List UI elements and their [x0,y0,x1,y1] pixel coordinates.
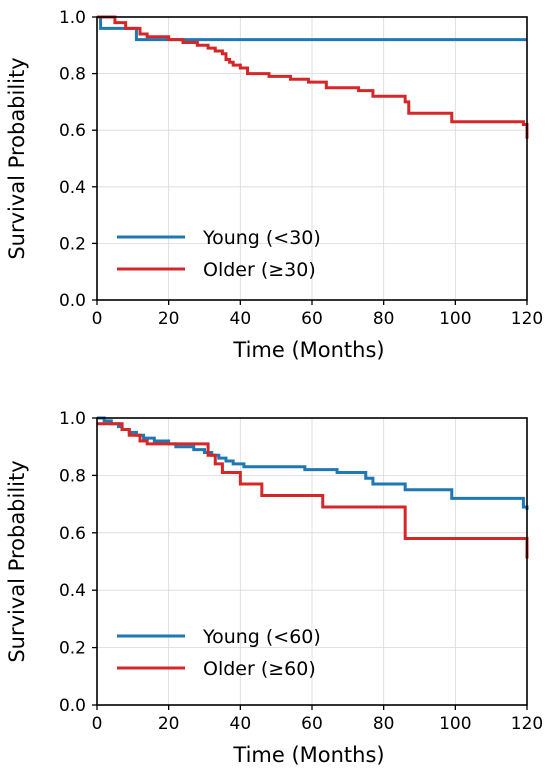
x-tick-label: 40 [230,309,252,329]
y-tick-label: 0.2 [59,639,86,659]
y-axis-label: Survival Probability [5,57,29,259]
y-tick-label: 0.4 [59,581,86,601]
y-tick-label: 0.0 [59,291,86,311]
legend-label: Older (≥60) [203,658,316,680]
y-tick-label: 0.8 [59,466,86,486]
x-tick-label: 20 [158,714,180,734]
series-line-older [97,422,529,559]
y-tick-label: 0.6 [59,121,86,141]
legend-label: Young (<60) [202,626,321,648]
y-tick-label: 0.4 [59,178,86,198]
x-tick-label: 120 [511,309,543,329]
x-tick-label: 100 [439,714,471,734]
legend-label: Young (<30) [202,227,321,249]
x-tick-label: 0 [92,309,103,329]
series-line-older [97,15,529,139]
chart-top: 0 20 40 60 80 100 120 0.0 0.2 0.4 0.6 0.8 1.0 Time (M… [5,8,543,362]
x-tick-label: 80 [373,714,395,734]
x-tick-label: 40 [230,714,252,734]
x-tick-label: 0 [92,714,103,734]
y-tick-label: 0.8 [59,65,86,85]
legend: Young (<60) Older (≥60) [117,626,321,680]
chart-bottom: 0 20 40 60 80 100 120 0.0 0.2 0.4 0.6 0.8 1.0 Time (M… [5,409,543,767]
x-tick-label: 80 [373,309,395,329]
x-axis-label: Time (Months) [232,743,384,767]
x-tick-label: 120 [511,714,543,734]
legend: Young (<30) Older (≥30) [117,227,321,281]
x-tick-label: 100 [439,309,471,329]
x-tick-label: 60 [301,714,323,734]
y-tick-label: 1.0 [59,8,86,28]
grid [96,16,528,301]
x-tick-label: 60 [301,309,323,329]
y-tick-label: 0.2 [59,234,86,254]
y-axis-label: Survival Probability [5,460,29,662]
x-tick-label: 20 [158,309,180,329]
legend-label: Older (≥30) [203,259,316,281]
y-tick-label: 0.6 [59,524,86,544]
x-axis-label: Time (Months) [232,338,384,362]
y-tick-label: 1.0 [59,409,86,429]
y-tick-label: 0.0 [59,696,86,716]
